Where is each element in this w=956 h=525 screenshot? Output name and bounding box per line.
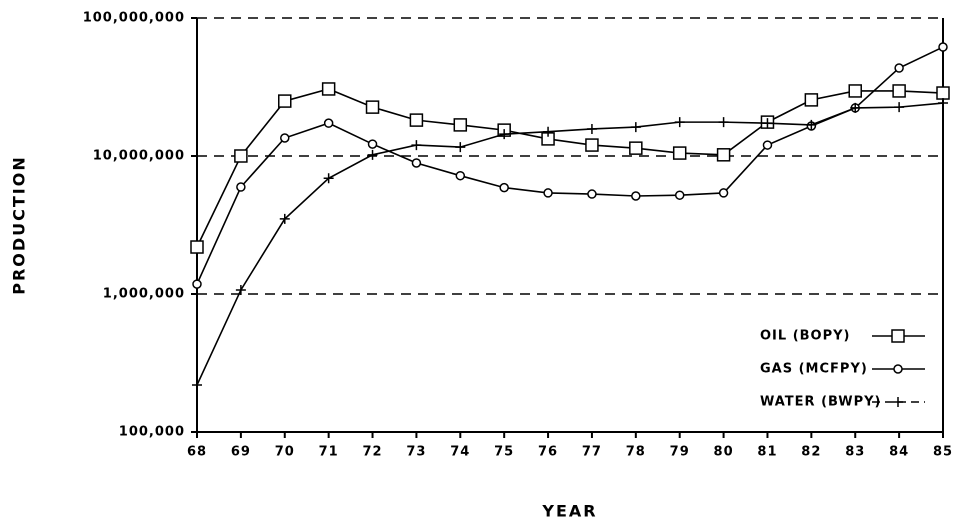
marker: [367, 149, 378, 160]
marker: [938, 98, 948, 109]
marker: [587, 189, 597, 199]
series-line: [196, 102, 944, 386]
marker: [674, 117, 685, 128]
legend-marker: [891, 329, 905, 343]
x-tick-label: 81: [757, 445, 777, 460]
marker: [499, 129, 510, 140]
marker: [543, 126, 554, 137]
y-tick-label: 10,000,000: [93, 149, 185, 164]
x-tick-label: 83: [845, 445, 865, 460]
marker: [453, 118, 468, 132]
marker: [365, 100, 380, 114]
marker: [190, 240, 204, 254]
marker: [321, 82, 336, 96]
marker: [672, 146, 687, 160]
marker: [235, 284, 246, 295]
marker: [499, 182, 509, 193]
x-tick-label: 78: [626, 445, 646, 460]
marker: [192, 380, 202, 391]
x-tick-label: 70: [275, 445, 295, 460]
marker: [762, 118, 773, 129]
y-axis-label: PRODUCTION: [10, 155, 29, 295]
marker: [367, 139, 378, 149]
x-tick-label: 76: [538, 445, 558, 460]
marker: [804, 93, 819, 107]
x-tick-label: 74: [450, 445, 470, 460]
marker: [892, 84, 906, 98]
marker: [192, 279, 202, 289]
marker: [586, 123, 597, 134]
marker: [411, 140, 422, 151]
x-tick-label: 85: [933, 445, 953, 460]
marker: [629, 141, 643, 155]
y-tick-label: 100,000,000: [83, 11, 185, 26]
marker: [236, 182, 246, 192]
x-tick-label: 80: [714, 445, 734, 460]
marker: [718, 188, 729, 198]
marker: [631, 191, 641, 201]
x-axis-label: YEAR: [541, 502, 597, 521]
y-tick-label: 1,000,000: [103, 287, 185, 302]
legend-label: WATER (BWPY): [760, 395, 881, 410]
marker: [848, 84, 862, 98]
marker: [936, 86, 950, 100]
marker: [323, 173, 334, 184]
x-tick-label: 69: [231, 445, 251, 460]
marker: [543, 188, 553, 198]
x-tick-label: 84: [889, 445, 909, 460]
x-tick-label: 79: [670, 445, 690, 460]
marker: [762, 140, 773, 150]
marker: [938, 42, 948, 52]
marker: [585, 138, 599, 152]
marker: [718, 117, 729, 128]
x-tick-label: 82: [801, 445, 821, 460]
marker: [630, 122, 641, 133]
x-tick-label: 71: [319, 445, 339, 460]
legend-marker: [893, 397, 903, 407]
legend-marker: [893, 364, 903, 374]
marker: [278, 94, 292, 108]
marker: [279, 213, 290, 224]
marker: [409, 113, 424, 127]
marker: [234, 149, 248, 163]
marker: [806, 119, 817, 130]
marker: [455, 142, 466, 153]
legend-label: OIL (BOPY): [760, 329, 850, 344]
x-tick-label: 73: [406, 445, 426, 460]
marker: [674, 190, 685, 200]
marker: [894, 102, 905, 113]
marker: [455, 170, 466, 181]
series-line: [196, 46, 944, 285]
series-line: [196, 88, 944, 248]
x-tick-label: 77: [582, 445, 602, 460]
marker: [323, 118, 334, 128]
legend-label: GAS (MCFPY): [760, 362, 868, 377]
marker: [894, 63, 904, 73]
x-tick-label: 68: [187, 445, 207, 460]
x-tick-label: 75: [494, 445, 514, 460]
y-tick-label: 100,000: [119, 425, 185, 440]
marker: [850, 102, 861, 113]
marker: [411, 158, 422, 168]
marker: [280, 133, 290, 143]
marker: [716, 148, 731, 162]
x-tick-label: 72: [362, 445, 382, 460]
